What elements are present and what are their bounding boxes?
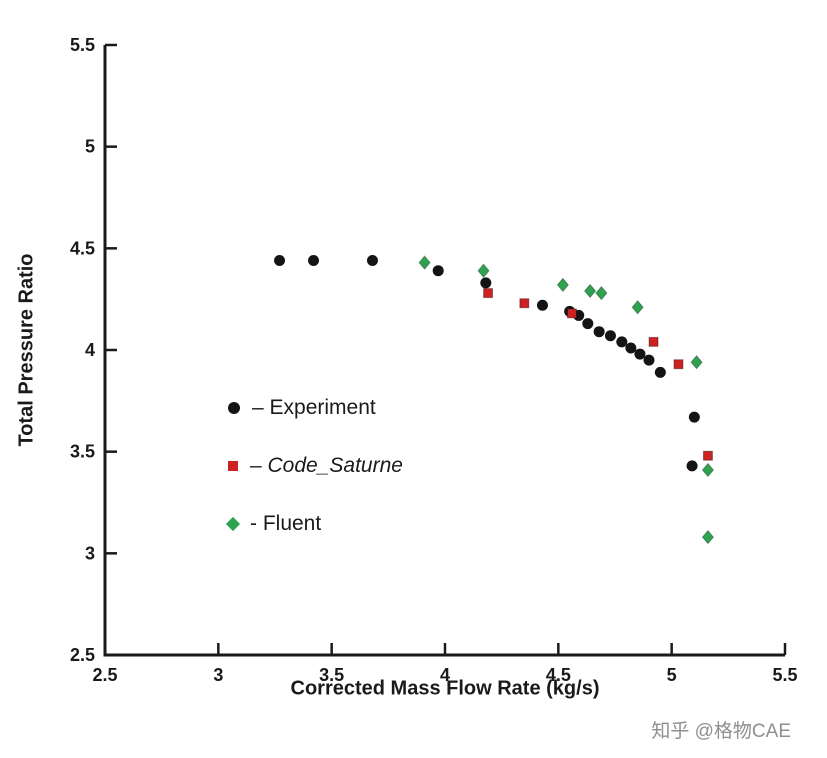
data-point-experiment — [308, 255, 320, 267]
data-point-fluent — [583, 283, 597, 299]
x-tick-label: 4 — [440, 665, 450, 685]
y-tick-label: 3 — [85, 543, 95, 563]
data-point-code_saturne — [648, 336, 659, 347]
y-tick-label: 2.5 — [70, 645, 95, 665]
data-point-fluent — [690, 354, 703, 370]
x-tick-label: 3.5 — [319, 665, 344, 685]
data-point-code_saturne — [702, 450, 713, 461]
fluent-diamond-icon — [225, 516, 241, 532]
data-point-fluent — [595, 285, 608, 301]
y-tick-label: 5 — [85, 137, 95, 157]
data-point-experiment — [604, 330, 616, 342]
x-tick-label: 4.5 — [546, 665, 571, 685]
legend-item-experiment: – Experiment — [228, 396, 403, 420]
legend: – Experiment – Code_Saturne - Fluent — [225, 396, 403, 536]
data-point-code_saturne — [566, 308, 577, 319]
data-point-experiment — [536, 299, 548, 311]
data-point-code_saturne — [483, 288, 494, 299]
watermark: 知乎 @格物CAE — [651, 721, 791, 742]
legend-label-fluent: - Fluent — [250, 512, 322, 535]
data-point-experiment — [688, 411, 700, 423]
data-point-experiment — [274, 255, 286, 267]
data-point-experiment — [593, 326, 605, 338]
data-point-fluent — [701, 462, 715, 478]
y-tick-label: 3.5 — [70, 442, 95, 462]
x-tick-label: 5.5 — [772, 665, 797, 685]
data-point-experiment — [634, 348, 646, 360]
data-point-fluent — [701, 529, 715, 545]
data-point-experiment — [643, 354, 655, 366]
data-point-fluent — [418, 255, 431, 270]
experiment-circle-icon — [228, 402, 240, 414]
data-point-experiment — [432, 265, 444, 277]
data-point-fluent — [556, 277, 570, 293]
code-saturne-square-icon — [228, 461, 238, 471]
data-point-experiment — [686, 460, 698, 472]
legend-label-experiment: – Experiment — [252, 396, 376, 419]
y-tick-label: 5.5 — [70, 35, 95, 55]
data-point-fluent — [477, 263, 490, 278]
data-point-experiment — [366, 255, 378, 267]
legend-item-code-saturne: – Code_Saturne — [228, 454, 403, 478]
x-axis-title: Corrected Mass Flow Rate (kg/s) — [290, 677, 600, 700]
data-point-code_saturne — [519, 298, 530, 309]
x-tick-label: 2.5 — [92, 665, 117, 685]
legend-item-fluent: - Fluent — [225, 512, 403, 536]
y-tick-label: 4 — [85, 340, 95, 360]
x-tick-label: 5 — [667, 665, 677, 685]
data-point-experiment — [582, 318, 594, 330]
data-point-experiment — [616, 336, 628, 348]
data-point-fluent — [631, 300, 644, 315]
x-tick-label: 3 — [213, 665, 223, 685]
data-point-code_saturne — [673, 359, 684, 370]
data-point-experiment — [625, 342, 637, 354]
y-tick-label: 4.5 — [70, 238, 95, 258]
y-axis-title: Total Pressure Ratio — [15, 253, 38, 447]
data-point-experiment — [654, 366, 666, 378]
legend-label-code-saturne: – Code_Saturne — [250, 454, 403, 477]
data-point-experiment — [480, 277, 492, 289]
